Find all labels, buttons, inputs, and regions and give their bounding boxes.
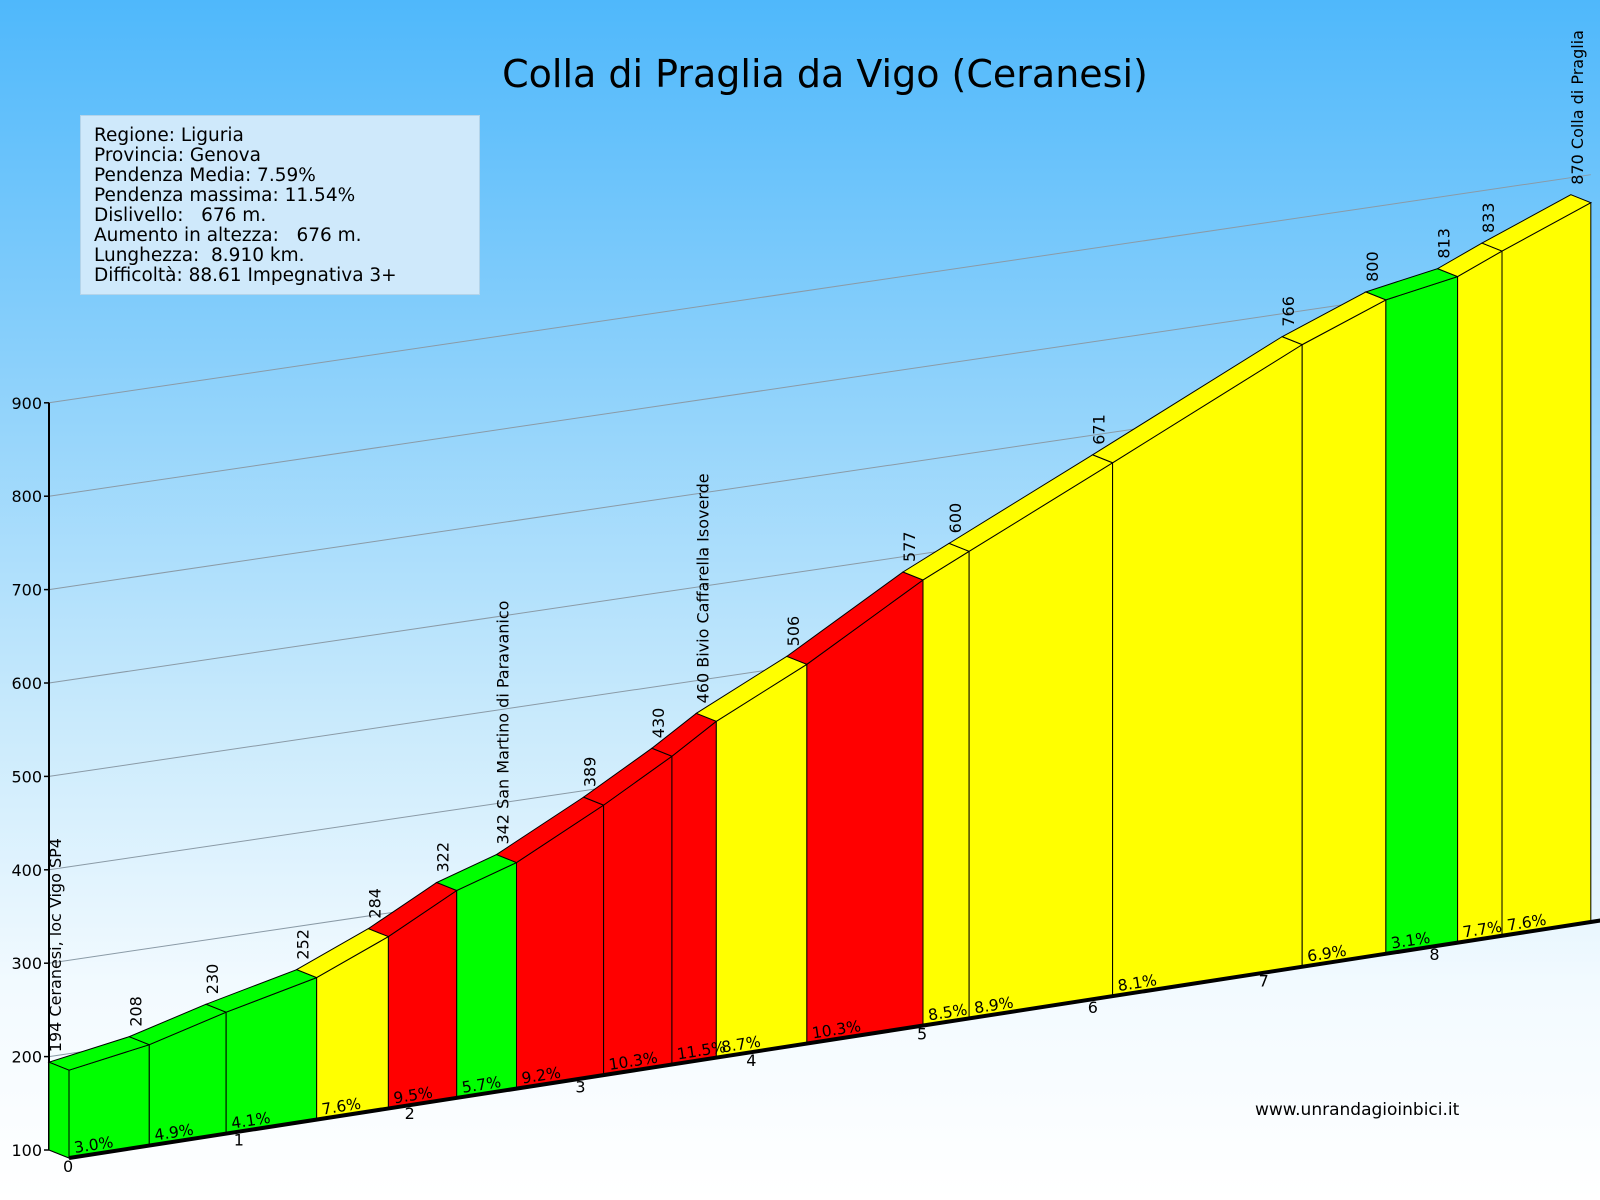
grade-label: 3.0% xyxy=(73,1133,115,1157)
grade-label: 7.6% xyxy=(321,1095,363,1119)
info-length: Lunghezza: 8.910 km. xyxy=(94,245,305,266)
elevation-label: 322 xyxy=(434,842,453,873)
grade-label: 3.1% xyxy=(1390,929,1432,953)
grade-label: 9.5% xyxy=(392,1084,434,1108)
elevation-label: 389 xyxy=(581,757,600,788)
grade-label: 8.5% xyxy=(927,1001,969,1025)
info-box: Regione: Liguria Provincia: Genova Pende… xyxy=(80,115,480,295)
ground-line xyxy=(68,918,1600,1160)
info-region: Regione: Liguria xyxy=(94,125,244,146)
elevation-label: 671 xyxy=(1090,414,1109,445)
y-tick-label: 500 xyxy=(11,767,42,786)
x-tick-label: 3 xyxy=(575,1078,585,1097)
elevation-label: 577 xyxy=(900,531,919,562)
grade-label: 7.7% xyxy=(1461,918,1503,942)
elevation-label: 208 xyxy=(126,996,145,1027)
profile-segment xyxy=(1457,250,1503,944)
x-tick-label: 8 xyxy=(1429,945,1439,964)
profile-side-face xyxy=(48,1061,70,1159)
elevation-label: 870 Colla di Praglia xyxy=(1568,30,1587,185)
elevation-label: 600 xyxy=(946,503,965,534)
profile-segment xyxy=(671,720,717,1066)
grade-label: 8.9% xyxy=(973,993,1015,1017)
y-tick-label: 200 xyxy=(11,1048,42,1067)
y-tick-label: 300 xyxy=(11,954,42,973)
elevation-label: 342 San Martino di Paravanico xyxy=(493,601,512,845)
elevation-label: 230 xyxy=(203,964,222,995)
y-tick-label: 700 xyxy=(11,581,42,600)
profile-segment xyxy=(715,663,808,1059)
y-tick-label: 100 xyxy=(11,1141,42,1160)
y-tick-label: 900 xyxy=(11,394,42,413)
profile-segment-top xyxy=(1480,194,1593,252)
x-tick-label: 7 xyxy=(1259,972,1269,991)
profile-segment xyxy=(456,861,517,1099)
info-max-grade: Pendenza massima: 11.54% xyxy=(94,185,356,206)
x-tick-label: 6 xyxy=(1088,998,1098,1017)
grade-label: 8.7% xyxy=(720,1033,762,1057)
elevation-label: 194 Ceranesi, loc Vigo SP4 xyxy=(46,838,65,1052)
y-tick-label: 400 xyxy=(11,861,42,880)
profile-segment xyxy=(922,550,970,1027)
info-elevation-gain: Aumento in altezza: 676 m. xyxy=(94,225,362,246)
y-tick-label: 800 xyxy=(11,487,42,506)
info-province: Provincia: Genova xyxy=(94,145,261,166)
grade-label: 9.2% xyxy=(520,1064,562,1088)
grid-line xyxy=(48,174,1591,404)
info-average-grade: Pendenza Media: 7.59% xyxy=(94,165,316,186)
grid-line xyxy=(48,267,1591,497)
elevation-label: 284 xyxy=(365,888,384,919)
grade-label: 5.7% xyxy=(461,1073,503,1097)
elevation-label: 833 xyxy=(1479,202,1498,233)
elevation-label: 813 xyxy=(1435,228,1454,259)
elevation-label: 800 xyxy=(1363,251,1382,282)
profile-segment xyxy=(603,755,673,1076)
profile-segment xyxy=(1501,201,1592,937)
grade-label: 8.1% xyxy=(1116,971,1158,995)
x-tick-label: 2 xyxy=(405,1104,415,1123)
info-difficulty: Difficoltà: 88.61 Impegnativa 3+ xyxy=(94,265,397,286)
elevation-label: 430 xyxy=(649,708,668,739)
grade-label: 4.9% xyxy=(153,1121,195,1145)
y-tick-label: 600 xyxy=(11,674,42,693)
profile-segment xyxy=(1301,299,1387,968)
x-tick-label: 5 xyxy=(917,1025,927,1044)
elevation-label: 252 xyxy=(294,929,313,960)
website-watermark: www.unrandagioinbici.it xyxy=(1255,1100,1460,1120)
x-tick-label: 0 xyxy=(63,1157,73,1176)
elevation-label: 766 xyxy=(1279,296,1298,327)
elevation-label: 506 xyxy=(784,616,803,647)
info-elevation-difference: Dislivello: 676 m. xyxy=(94,205,267,226)
chart-title: Colla di Praglia da Vigo (Ceranesi) xyxy=(502,52,1148,96)
x-tick-label: 1 xyxy=(234,1131,244,1150)
profile-segment xyxy=(968,461,1114,1019)
grade-label: 7.6% xyxy=(1506,911,1548,935)
profile-segment xyxy=(1385,275,1459,955)
elevation-label: 460 Bivio Caffarella Isoverde xyxy=(693,473,712,703)
grade-label: 4.1% xyxy=(230,1109,272,1133)
x-tick-label: 4 xyxy=(746,1051,756,1070)
grade-label: 6.9% xyxy=(1306,942,1348,966)
